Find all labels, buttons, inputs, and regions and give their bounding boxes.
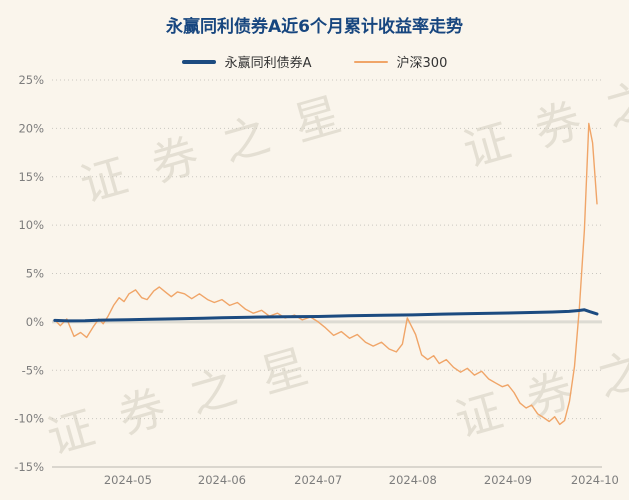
legend-label-index: 沪深300 <box>396 56 448 71</box>
y-tick-label: -5% <box>22 363 44 377</box>
line-series <box>54 122 598 426</box>
y-tick-label: 25% <box>18 73 44 87</box>
x-tick-label: 2024-08 <box>389 473 437 487</box>
y-tick-label: 5% <box>26 267 44 281</box>
x-tick-label: 2024-09 <box>484 473 532 487</box>
line-series <box>53 308 599 323</box>
y-tick-label: -15% <box>14 460 44 474</box>
legend-swatch-index <box>353 60 388 63</box>
y-tick-label: -10% <box>14 412 44 426</box>
chart-legend: 永赢同利债券A 沪深300 <box>0 52 629 71</box>
x-tick-label: 2024-07 <box>294 473 342 487</box>
y-tick-label: 15% <box>18 170 44 184</box>
y-tick-label: 0% <box>26 315 44 329</box>
legend-label-fund: 永赢同利债券A <box>224 56 312 71</box>
x-tick-label: 2024-10 <box>571 473 619 487</box>
x-tick-label: 2024-05 <box>104 473 152 487</box>
y-tick-label: 10% <box>18 218 44 232</box>
legend-swatch-fund <box>181 59 216 64</box>
y-tick-label: 20% <box>18 121 44 135</box>
x-tick-label: 2024-06 <box>198 473 246 487</box>
page-title: 永赢同利债券A近6个月累计收益率走势 <box>166 17 463 37</box>
legend-item-fund: 永赢同利债券A <box>181 52 312 71</box>
legend-item-index: 沪深300 <box>353 52 448 71</box>
